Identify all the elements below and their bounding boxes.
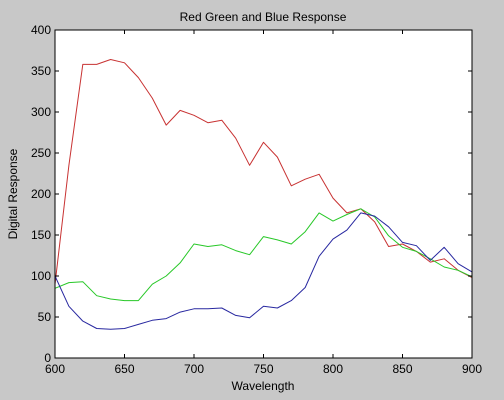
x-tick-label: 800	[323, 362, 343, 376]
plot-area	[55, 30, 472, 358]
y-tick-label: 400	[31, 23, 51, 37]
x-tick-label: 600	[45, 362, 65, 376]
red-response-line	[54, 59, 473, 285]
x-tick-label: 650	[114, 362, 134, 376]
x-tick-label: 700	[184, 362, 204, 376]
series-layer	[54, 59, 473, 330]
x-tick-label: 900	[462, 362, 482, 376]
y-tick-label: 150	[31, 228, 51, 242]
ticks-layer: 600 650 700 750 800 850 900 0 50 100 150 200 250 300 3…	[31, 23, 482, 376]
y-tick-label: 350	[31, 64, 51, 78]
x-tick-label: 850	[392, 362, 412, 376]
y-axis-label: Digital Response	[6, 148, 20, 239]
y-tick-label: 100	[31, 269, 51, 283]
green-response-line	[54, 208, 473, 302]
y-tick-label: 0	[44, 351, 51, 365]
y-tick-label: 50	[38, 310, 52, 324]
y-tick-label: 200	[31, 187, 51, 201]
x-axis-label: Wavelength	[232, 379, 295, 393]
y-tick-label: 250	[31, 146, 51, 160]
chart-title: Red Green and Blue Response	[180, 10, 347, 24]
blue-response-line	[54, 212, 473, 330]
x-tick-label: 750	[253, 362, 273, 376]
y-tick-label: 300	[31, 105, 51, 119]
